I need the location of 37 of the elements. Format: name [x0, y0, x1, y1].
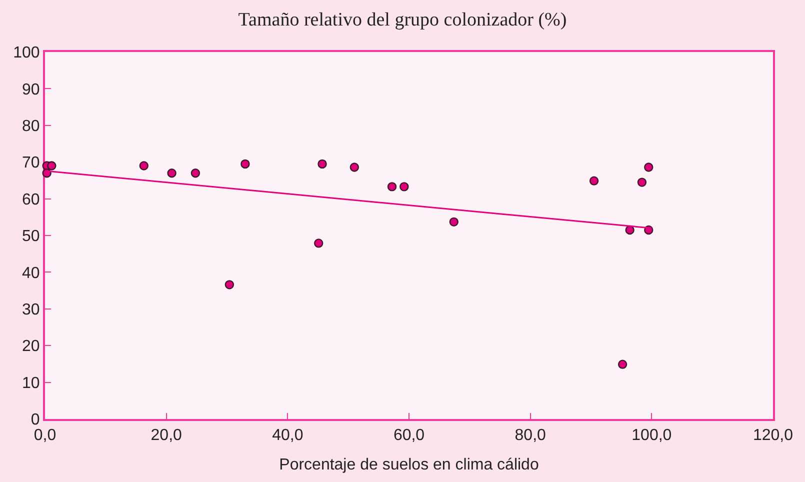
- x-tick-label: 60,0: [393, 427, 425, 444]
- x-tick-label: 40,0: [272, 427, 304, 444]
- y-tick-label: 40: [22, 264, 40, 282]
- y-tick-label: 10: [22, 374, 40, 392]
- point: [318, 159, 327, 169]
- point: [625, 225, 634, 235]
- x-tick-label: 100,0: [632, 427, 672, 444]
- y-tick-label: 100: [13, 44, 40, 62]
- point: [139, 161, 148, 170]
- point: [350, 162, 359, 172]
- point: [589, 176, 599, 186]
- y-tick-label: 60: [22, 191, 40, 208]
- point: [224, 280, 234, 290]
- x-tick-label: 20,0: [150, 427, 182, 444]
- y-tick-label: 70: [22, 154, 40, 172]
- point: [644, 162, 654, 172]
- point: [449, 217, 458, 227]
- y-tick-label: 90: [22, 81, 40, 98]
- y-tick-label: 0: [30, 412, 40, 429]
- point: [240, 159, 250, 169]
- point: [400, 182, 409, 192]
- y-tick-label: 80: [22, 118, 40, 135]
- y-tick-label: 50: [22, 228, 40, 246]
- x-tick-label: 80,0: [514, 427, 546, 444]
- point: [637, 178, 647, 187]
- x-tick-label: 0,0: [34, 427, 56, 444]
- point: [167, 168, 176, 178]
- x-axis-title: Porcentaje de suelos en clima cálido: [279, 456, 539, 474]
- point: [314, 238, 324, 248]
- point: [47, 161, 56, 170]
- point: [190, 168, 200, 178]
- x-tick-label: 120,0: [752, 427, 794, 444]
- chart-title: Tamaño relativo del grupo colonizador (%): [238, 9, 567, 30]
- point: [618, 360, 628, 369]
- point: [387, 182, 397, 192]
- y-tick-label: 20: [22, 338, 40, 356]
- y-tick-label: 30: [22, 302, 40, 318]
